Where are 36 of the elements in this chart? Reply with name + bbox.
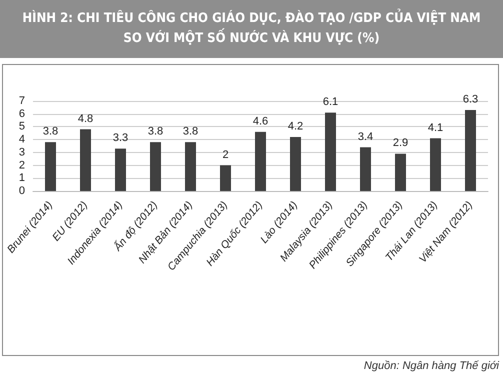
data-label: 2 bbox=[222, 148, 229, 161]
data-label: 3.8 bbox=[42, 126, 58, 138]
data-label: 3.8 bbox=[182, 126, 198, 138]
y-tick-label: 1 bbox=[18, 172, 25, 184]
bar bbox=[45, 142, 56, 191]
bar bbox=[465, 110, 476, 191]
bar bbox=[395, 154, 406, 191]
bar bbox=[115, 148, 126, 191]
data-label: 3.3 bbox=[112, 132, 128, 144]
y-tick-label: 6 bbox=[18, 108, 25, 120]
data-label: 4.2 bbox=[288, 120, 304, 132]
data-label: 4.8 bbox=[78, 112, 94, 125]
data-label: 3.8 bbox=[148, 126, 164, 138]
bar bbox=[430, 138, 441, 191]
data-label: 4.1 bbox=[428, 122, 444, 134]
bar bbox=[255, 132, 266, 191]
bar bbox=[80, 129, 91, 191]
y-tick-label: 0 bbox=[18, 185, 25, 197]
bar bbox=[325, 112, 336, 191]
bar bbox=[150, 142, 161, 191]
chart-title: HÌNH 2: CHI TIÊU CÔNG CHO GIÁO DỤC, ĐÀO TẠO /GDP CỦA VIỆT NAM SO VỚI MỘT SỐ NƯỚC VÀ KHU VỰC (%) bbox=[0, 0, 503, 58]
y-tick-label: 5 bbox=[18, 120, 25, 133]
data-label: 2.9 bbox=[392, 137, 408, 150]
bar bbox=[220, 165, 231, 191]
data-label: 6.3 bbox=[462, 94, 478, 106]
data-label: 6.1 bbox=[322, 96, 338, 108]
data-label: 4.6 bbox=[252, 115, 268, 128]
y-tick-label: 4 bbox=[18, 134, 25, 146]
bar bbox=[290, 137, 301, 191]
text: Nguồn: Ngân hàng Thế giới bbox=[364, 360, 499, 372]
bar bbox=[185, 142, 196, 191]
data-label: 3.4 bbox=[358, 130, 374, 143]
y-tick-label: 2 bbox=[18, 159, 25, 172]
bar bbox=[360, 147, 371, 191]
y-tick-label: 7 bbox=[18, 95, 25, 107]
y-tick-label: 3 bbox=[18, 146, 25, 158]
